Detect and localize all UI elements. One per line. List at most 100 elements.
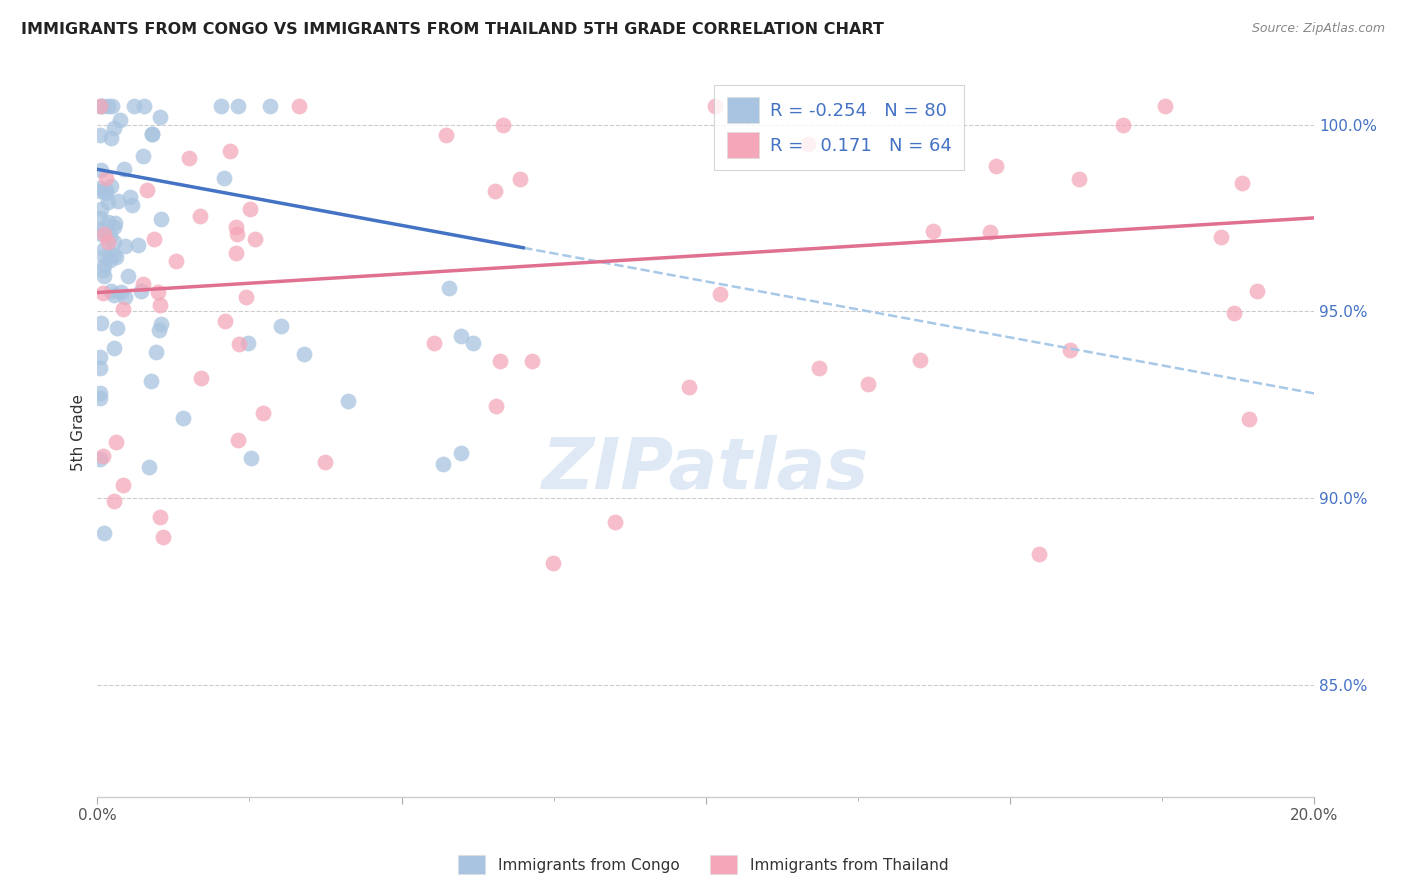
Point xyxy=(986,159,1008,173)
Point xyxy=(135,182,157,196)
Point xyxy=(484,185,506,199)
Point xyxy=(188,209,211,223)
Point xyxy=(100,130,122,145)
Y-axis label: 5th Grade: 5th Grade xyxy=(72,394,86,471)
Point xyxy=(239,202,262,216)
Point xyxy=(105,250,128,264)
Point xyxy=(100,284,122,298)
Point xyxy=(228,337,250,351)
Point xyxy=(94,186,117,200)
Point xyxy=(219,144,242,158)
Point xyxy=(432,457,454,471)
Point xyxy=(141,127,163,141)
Point xyxy=(252,406,274,420)
Point xyxy=(90,99,112,113)
Point xyxy=(807,361,830,376)
Text: IMMIGRANTS FROM CONGO VS IMMIGRANTS FROM THAILAND 5TH GRADE CORRELATION CHART: IMMIGRANTS FROM CONGO VS IMMIGRANTS FROM… xyxy=(21,22,884,37)
Point xyxy=(236,335,259,350)
Point xyxy=(190,370,212,384)
Point xyxy=(97,214,120,228)
Point xyxy=(89,180,111,194)
Point xyxy=(111,301,134,316)
Point xyxy=(1067,172,1090,186)
Point xyxy=(90,316,112,330)
Point xyxy=(112,478,135,492)
Point xyxy=(97,235,120,250)
Point xyxy=(98,229,121,244)
Point xyxy=(91,450,114,464)
Point xyxy=(148,322,170,336)
Point xyxy=(108,112,131,127)
Point xyxy=(509,172,531,186)
Point xyxy=(91,285,114,300)
Point xyxy=(89,221,111,235)
Point xyxy=(437,281,460,295)
Point xyxy=(105,320,128,334)
Point xyxy=(110,285,132,299)
Point xyxy=(709,287,731,301)
Text: ZIPatlas: ZIPatlas xyxy=(543,434,869,503)
Point xyxy=(214,171,236,186)
Point xyxy=(90,227,112,241)
Point xyxy=(89,452,111,467)
Point xyxy=(148,285,170,300)
Point xyxy=(1246,284,1268,298)
Point xyxy=(292,347,315,361)
Point xyxy=(90,163,112,178)
Point xyxy=(225,227,247,241)
Point xyxy=(149,510,172,524)
Point xyxy=(1239,411,1261,425)
Point xyxy=(922,224,945,238)
Point xyxy=(89,350,111,364)
Point xyxy=(172,411,194,425)
Point xyxy=(103,342,125,356)
Point xyxy=(1112,118,1135,132)
Point xyxy=(97,194,120,209)
Point xyxy=(145,345,167,359)
Point xyxy=(141,127,163,141)
Point xyxy=(856,377,879,392)
Point xyxy=(541,556,564,570)
Point xyxy=(1211,230,1233,244)
Point xyxy=(492,118,515,132)
Point xyxy=(127,237,149,252)
Point xyxy=(100,179,122,194)
Point xyxy=(114,239,136,253)
Point xyxy=(89,392,111,406)
Point xyxy=(89,360,111,375)
Point xyxy=(114,290,136,304)
Point xyxy=(225,220,247,235)
Point xyxy=(89,211,111,226)
Point xyxy=(225,246,247,260)
Point xyxy=(89,385,111,400)
Point xyxy=(121,198,143,212)
Point xyxy=(450,328,472,343)
Point xyxy=(1232,176,1254,190)
Point xyxy=(118,190,141,204)
Point xyxy=(678,380,700,394)
Point xyxy=(797,137,820,152)
Point xyxy=(103,219,125,234)
Point xyxy=(522,354,544,368)
Text: Source: ZipAtlas.com: Source: ZipAtlas.com xyxy=(1251,22,1385,36)
Point xyxy=(149,110,172,124)
Point xyxy=(93,242,115,256)
Point xyxy=(89,128,111,143)
Point xyxy=(103,288,125,302)
Point xyxy=(93,526,115,541)
Point xyxy=(104,216,127,230)
Legend: R = -0.254   N = 80, R =   0.171   N = 64: R = -0.254 N = 80, R = 0.171 N = 64 xyxy=(714,85,965,170)
Point xyxy=(336,393,359,408)
Point xyxy=(96,170,118,185)
Point xyxy=(93,227,115,242)
Point xyxy=(461,336,484,351)
Point xyxy=(90,99,112,113)
Point xyxy=(93,258,115,272)
Point xyxy=(132,277,155,292)
Point xyxy=(1154,99,1177,113)
Point xyxy=(150,212,173,227)
Point xyxy=(129,285,152,299)
Point xyxy=(488,354,510,368)
Point xyxy=(91,262,114,277)
Point xyxy=(243,232,266,246)
